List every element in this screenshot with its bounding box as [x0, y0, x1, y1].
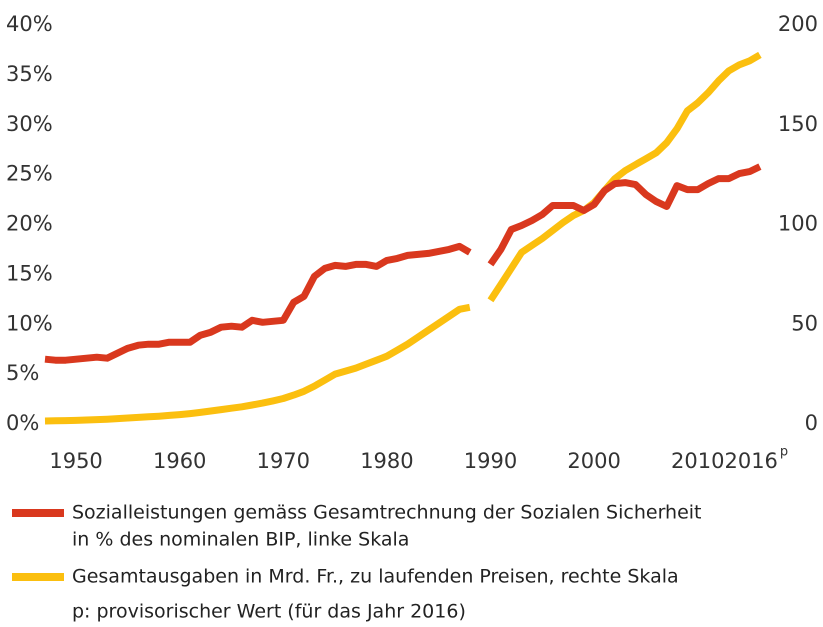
- x-tick-label: 1990: [464, 449, 517, 473]
- y2-tick-label: 200: [778, 12, 818, 36]
- y2-tick-label: 100: [778, 212, 818, 236]
- x-tick-superscript: p: [780, 445, 788, 460]
- x-tick-label: 2016: [724, 449, 777, 473]
- x-tick-label: 1950: [49, 449, 102, 473]
- y-tick-label: 30%: [6, 112, 53, 136]
- x-tick-label: 1960: [153, 449, 206, 473]
- y-tick-label: 5%: [6, 361, 39, 385]
- legend-swatch: [12, 509, 64, 517]
- legend-swatch: [12, 573, 64, 581]
- y2-tick-label: 0: [805, 411, 818, 435]
- y2-tick-label: 150: [778, 112, 818, 136]
- y-tick-label: 20%: [6, 212, 53, 236]
- x-tick-label: 1980: [360, 449, 413, 473]
- series-line: [44, 51, 762, 425]
- series-line: [44, 163, 762, 364]
- footnote: p: provisorischer Wert (für das Jahr 201…: [72, 601, 466, 623]
- legend-label: in % des nominalen BIP, linke Skala: [72, 529, 409, 551]
- y-tick-label: 40%: [6, 12, 53, 36]
- y-tick-label: 25%: [6, 162, 53, 186]
- legend-label: Gesamtausgaben in Mrd. Fr., zu laufenden…: [72, 566, 679, 588]
- y-tick-label: 35%: [6, 62, 53, 86]
- x-tick-label: 1970: [257, 449, 310, 473]
- x-tick-label: 2010: [671, 449, 724, 473]
- y-tick-label: 0%: [6, 411, 39, 435]
- x-tick-label: 2000: [567, 449, 620, 473]
- y-tick-label: 10%: [6, 311, 53, 335]
- legend-label: Sozialleistungen gemäss Gesamtrechnung d…: [72, 502, 702, 524]
- y-tick-label: 15%: [6, 261, 53, 285]
- y2-tick-label: 50: [791, 311, 818, 335]
